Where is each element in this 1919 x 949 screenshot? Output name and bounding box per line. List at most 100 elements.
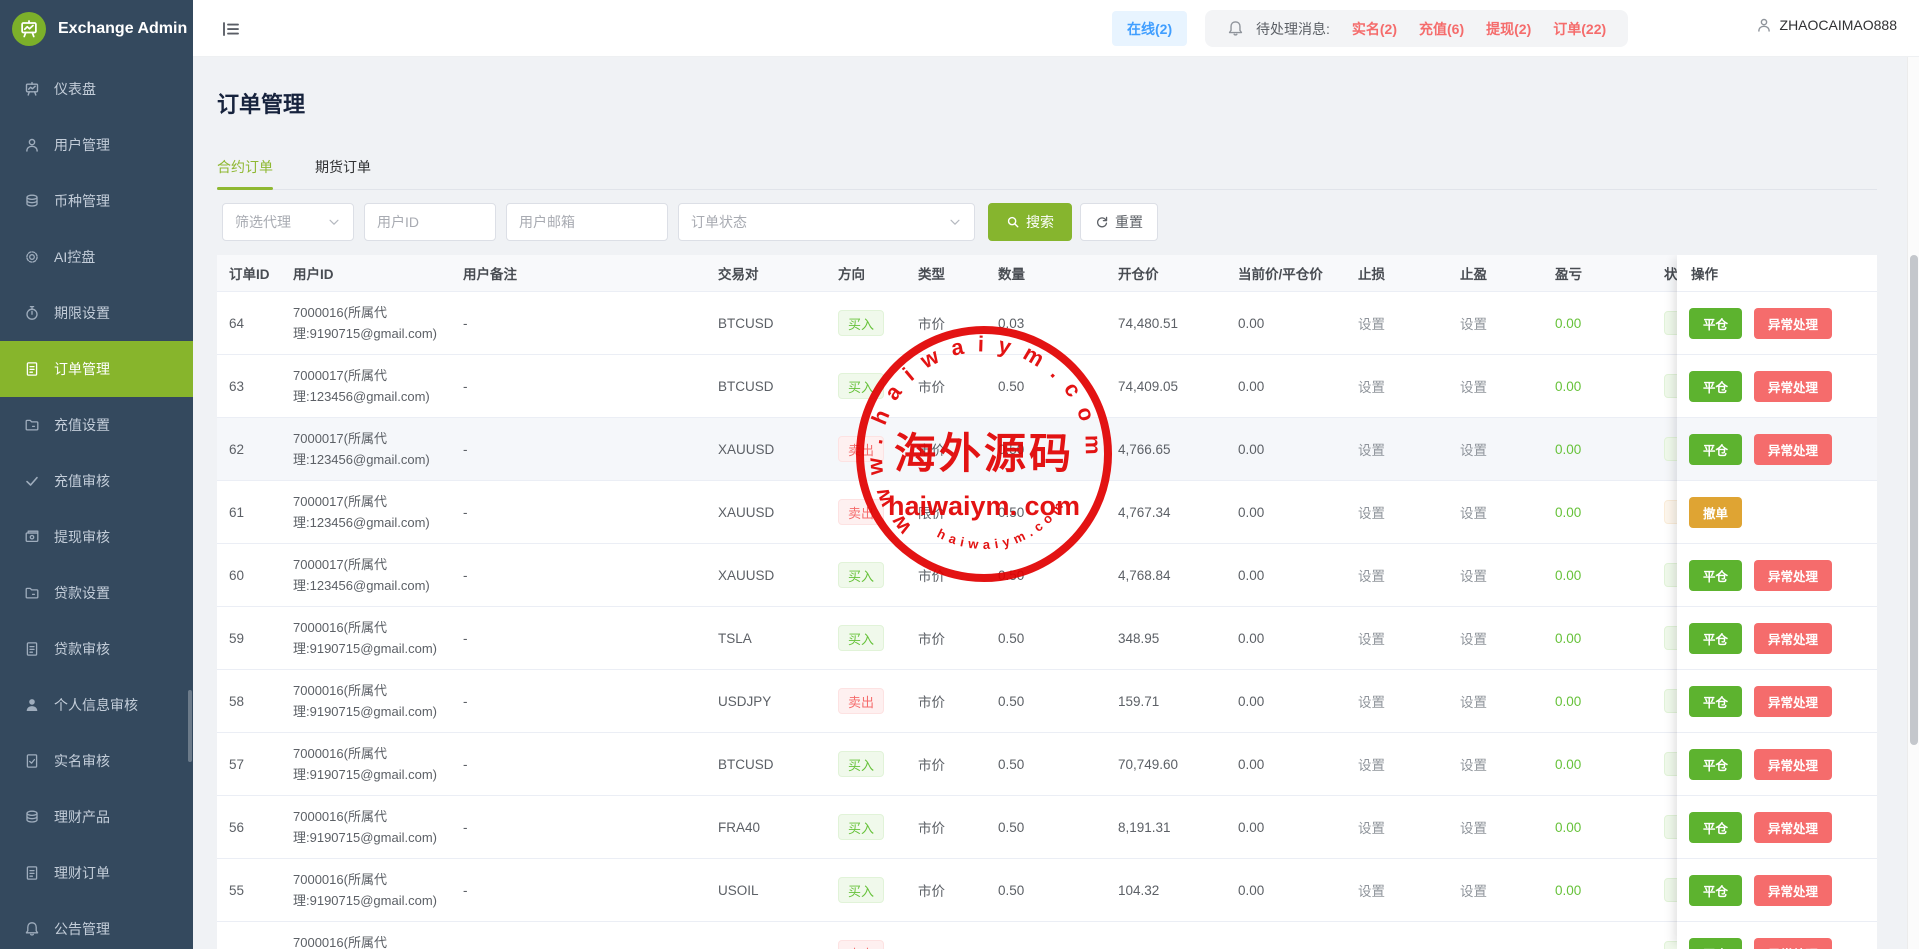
abnormal-handle-button[interactable]: 异常处理 [1754,559,1833,591]
vertical-scrollbar[interactable] [1907,57,1919,949]
close-position-button[interactable]: 平仓 [1689,307,1743,339]
sidebar-item-2[interactable]: 币种管理 [0,173,193,229]
search-button[interactable]: 搜索 [988,203,1072,241]
sidebar-item-10[interactable]: 贷款审核 [0,621,193,677]
abnormal-handle-button[interactable]: 异常处理 [1754,370,1833,402]
abnormal-handle-button[interactable]: 异常处理 [1754,685,1833,717]
abnormal-handle-button[interactable]: 异常处理 [1754,937,1833,949]
cancel-order-button[interactable]: 撤单 [1689,496,1743,528]
sidebar-item-label: 实名审核 [54,753,110,769]
sidebar-item-8[interactable]: 提现审核 [0,509,193,565]
user-email-input[interactable]: 用户邮箱 [506,203,668,241]
sidebar-item-1[interactable]: 用户管理 [0,117,193,173]
sidebar-item-15[interactable]: 公告管理 [0,901,193,949]
close-position-button[interactable]: 平仓 [1689,811,1743,843]
set-stop-loss-link[interactable]: 设置 [1358,758,1385,773]
abnormal-handle-button[interactable]: 异常处理 [1754,811,1833,843]
board-icon [24,81,40,97]
set-stop-loss-link[interactable]: 设置 [1358,632,1385,647]
pending-withdraw-link[interactable]: 提现(2) [1486,20,1532,37]
person-icon [1756,17,1772,33]
sidebar-item-9[interactable]: 贷款设置 [0,565,193,621]
pending-kyc-link[interactable]: 实名(2) [1351,20,1398,37]
set-stop-loss-link[interactable]: 设置 [1358,884,1385,899]
table-row[interactable]: 59 7000016(所属代 理:9190715@gmail.com) - TSL… [217,607,1877,670]
set-stop-loss-link[interactable]: 设置 [1358,443,1385,458]
side-tag: 买入 [838,562,885,588]
abnormal-handle-button[interactable]: 异常处理 [1754,748,1833,780]
close-position-button[interactable]: 平仓 [1689,559,1743,591]
reset-button[interactable]: 重置 [1080,203,1158,241]
close-position-button[interactable]: 平仓 [1689,685,1743,717]
user-menu[interactable]: ZHAOCAIMAO888 [1756,17,1897,33]
table-row[interactable]: 60 7000017(所属代 理:123456@gmail.com) - XAUU… [217,544,1877,607]
close-position-button[interactable]: 平仓 [1689,874,1743,906]
set-stop-loss-link[interactable]: 设置 [1358,506,1385,521]
set-take-profit-link[interactable]: 设置 [1460,884,1487,899]
table-row[interactable]: 55 7000016(所属代 理:9190715@gmail.com) - USO… [217,859,1877,922]
table-row[interactable]: 63 7000017(所属代 理:123456@gmail.com) - BTCU… [217,355,1877,418]
sidebar-item-6[interactable]: 充值设置 [0,397,193,453]
cell-stop-loss: 设置 [1346,859,1448,922]
order-status-select[interactable]: 订单状态 [678,203,975,241]
table-row[interactable]: 57 7000016(所属代 理:9190715@gmail.com) - BTC… [217,733,1877,796]
cell-stop-loss: 设置 [1346,418,1448,481]
close-position-button[interactable]: 平仓 [1689,622,1743,654]
abnormal-handle-button[interactable]: 异常处理 [1754,622,1833,654]
pending-order-link[interactable]: 订单(22) [1553,20,1607,37]
cell-current-price: 0.00 [1226,859,1346,922]
set-take-profit-link[interactable]: 设置 [1460,317,1487,332]
set-take-profit-link[interactable]: 设置 [1460,380,1487,395]
sidebar-item-0[interactable]: 仪表盘 [0,61,193,117]
sidebar-item-3[interactable]: AI控盘 [0,229,193,285]
set-stop-loss-link[interactable]: 设置 [1358,317,1385,332]
table-row[interactable]: 58 7000016(所属代 理:9190715@gmail.com) - USD… [217,670,1877,733]
cell-pair: BTCUSD [706,733,826,796]
cell-open-price: 348.95 [1106,607,1226,670]
cell-pair: BTCUSD [706,355,826,418]
set-take-profit-link[interactable]: 设置 [1460,632,1487,647]
sidebar-scrollbar-thumb[interactable] [188,690,192,762]
sidebar-item-4[interactable]: 期限设置 [0,285,193,341]
table-row[interactable]: 56 7000016(所属代 理:9190715@gmail.com) - FRA… [217,796,1877,859]
sidebar-item-12[interactable]: 实名审核 [0,733,193,789]
close-position-button[interactable]: 平仓 [1689,937,1743,949]
table-row[interactable]: 62 7000017(所属代 理:123456@gmail.com) - XAUU… [217,418,1877,481]
set-stop-loss-link[interactable]: 设置 [1358,569,1385,584]
scrollbar-thumb[interactable] [1910,255,1918,745]
tab-futures-orders[interactable]: 期货订单 [315,159,371,175]
agent-filter-select[interactable]: 筛选代理 [222,203,354,241]
close-position-button[interactable]: 平仓 [1689,370,1743,402]
set-take-profit-link[interactable]: 设置 [1460,821,1487,836]
set-take-profit-link[interactable]: 设置 [1460,506,1487,521]
abnormal-handle-button[interactable]: 异常处理 [1754,307,1833,339]
cell-user-note: - [451,733,706,796]
table-row[interactable]: 64 7000016(所属代 理:9190715@gmail.com) - BTC… [217,292,1877,355]
set-take-profit-link[interactable]: 设置 [1460,758,1487,773]
pending-deposit-link[interactable]: 充值(6) [1419,20,1465,37]
tab-contract-orders[interactable]: 合约订单 [217,157,273,190]
set-take-profit-link[interactable]: 设置 [1460,569,1487,584]
close-position-button[interactable]: 平仓 [1689,433,1743,465]
abnormal-handle-button[interactable]: 异常处理 [1754,874,1833,906]
set-stop-loss-link[interactable]: 设置 [1358,695,1385,710]
sidebar-item-7[interactable]: 充值审核 [0,453,193,509]
sidebar-fold-icon[interactable] [221,19,241,39]
set-stop-loss-link[interactable]: 设置 [1358,380,1385,395]
sidebar-item-11[interactable]: 个人信息审核 [0,677,193,733]
sidebar-item-13[interactable]: 理财产品 [0,789,193,845]
set-take-profit-link[interactable]: 设置 [1460,443,1487,458]
abnormal-handle-button[interactable]: 异常处理 [1754,433,1833,465]
cell-open-price: 159.71 [1106,670,1226,733]
close-position-button[interactable]: 平仓 [1689,748,1743,780]
side-tag: 卖出 [838,940,885,949]
set-stop-loss-link[interactable]: 设置 [1358,821,1385,836]
sidebar-item-14[interactable]: 理财订单 [0,845,193,901]
table-row[interactable]: 61 7000017(所属代 理:123456@gmail.com) - XAUU… [217,481,1877,544]
cell-pair: FRA40 [706,796,826,859]
online-badge[interactable]: 在线(2) [1112,11,1188,46]
set-take-profit-link[interactable]: 设置 [1460,695,1487,710]
sidebar-item-5[interactable]: 订单管理 [0,341,193,397]
user-id-input[interactable]: 用户ID [364,203,496,241]
